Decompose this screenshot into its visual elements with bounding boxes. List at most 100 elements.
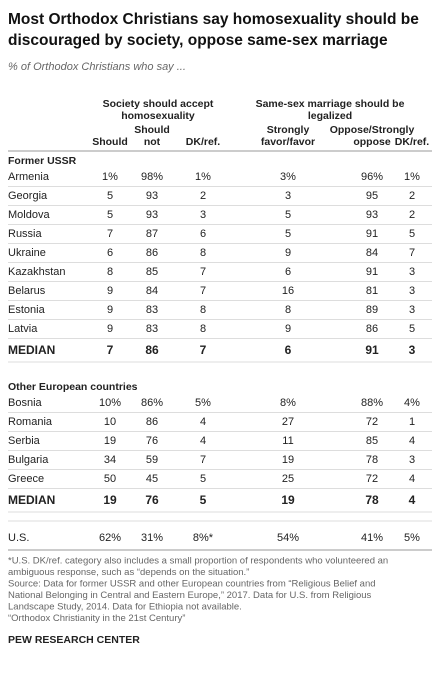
cell: 45	[146, 473, 158, 485]
column-header: Should	[134, 124, 170, 136]
cell: 85	[146, 266, 158, 278]
cell: 50	[104, 473, 116, 485]
cell: 27	[282, 416, 294, 428]
cell: 86	[366, 323, 378, 335]
cell: 72	[366, 416, 378, 428]
cell: 19	[281, 493, 295, 507]
group-title: Other European countries	[8, 381, 138, 393]
row-label: Russia	[8, 228, 43, 240]
cell: 4	[409, 435, 415, 447]
cell: 86%	[141, 397, 163, 409]
cell: 1%	[195, 171, 211, 183]
cell: 4	[200, 416, 206, 428]
cell: 93	[146, 190, 158, 202]
column-header: not	[144, 136, 161, 148]
cell: 5	[285, 228, 291, 240]
cell: 78	[365, 493, 379, 507]
cell: 87	[146, 228, 158, 240]
column-header: Oppose/Strongly	[330, 124, 415, 136]
cell: 5	[285, 209, 291, 221]
column-header: Should	[92, 136, 128, 148]
cell: 7	[200, 285, 206, 297]
cell: 25	[282, 473, 294, 485]
cell: 41%	[361, 532, 383, 544]
cell: 5	[409, 323, 415, 335]
cell: 3	[200, 209, 206, 221]
cell: 1	[409, 416, 415, 428]
cell: 91	[366, 228, 378, 240]
cell: 93	[146, 209, 158, 221]
footnote: National Belonging in Central and Easter…	[8, 590, 372, 601]
cell: 10	[104, 416, 116, 428]
cell: 9	[107, 285, 113, 297]
cell: 91	[366, 266, 378, 278]
column-header: oppose	[353, 136, 390, 148]
cell: 3	[409, 343, 416, 357]
cell: 4	[200, 435, 206, 447]
cell: 62%	[99, 532, 121, 544]
cell: 91	[365, 343, 379, 357]
cell: 4%	[404, 397, 420, 409]
cell: 2	[200, 190, 206, 202]
cell: 76	[146, 435, 158, 447]
cell: 86	[145, 343, 159, 357]
footnote: Landscape Study, 2014. Data for Ethiopia…	[8, 602, 242, 613]
cell: 4	[409, 493, 416, 507]
cell: 95	[366, 190, 378, 202]
cell: 3	[409, 266, 415, 278]
column-group-label: Society should accept	[103, 98, 214, 110]
column-group-label: Same-sex marriage should be	[256, 98, 405, 110]
cell: 9	[107, 323, 113, 335]
cell: 5	[107, 209, 113, 221]
cell: 8%*	[193, 532, 214, 544]
column-header: DK/ref.	[186, 136, 221, 148]
cell: 2	[409, 190, 415, 202]
cell: 7	[200, 454, 206, 466]
cell: 16	[282, 285, 294, 297]
cell: 9	[285, 247, 291, 259]
cell: 93	[366, 209, 378, 221]
column-group-label: legalized	[308, 110, 352, 122]
row-label: Belarus	[8, 285, 46, 297]
cell: 19	[104, 435, 116, 447]
cell: 8	[285, 304, 291, 316]
cell: 9	[107, 304, 113, 316]
cell: 34	[104, 454, 116, 466]
cell: 86	[146, 247, 158, 259]
cell: 86	[146, 416, 158, 428]
cell: 6	[200, 228, 206, 240]
cell: 83	[146, 323, 158, 335]
cell: 7	[200, 343, 207, 357]
cell: 19	[103, 493, 117, 507]
cell: 3%	[280, 171, 296, 183]
column-header: favor/favor	[261, 136, 315, 148]
cell: 81	[366, 285, 378, 297]
row-label: Greece	[8, 473, 44, 485]
cell: 5	[107, 190, 113, 202]
cell: 89	[366, 304, 378, 316]
footnote: Source: Data for former USSR and other E…	[8, 579, 376, 590]
row-label: Romania	[8, 416, 53, 428]
cell: 1%	[404, 171, 420, 183]
cell: 5	[200, 493, 207, 507]
source: PEW RESEARCH CENTER	[8, 634, 140, 646]
cell: 85	[366, 435, 378, 447]
cell: 8%	[280, 397, 296, 409]
cell: 6	[107, 247, 113, 259]
cell: 8	[200, 304, 206, 316]
cell: 7	[200, 266, 206, 278]
cell: 5	[409, 228, 415, 240]
cell: 3	[409, 454, 415, 466]
footnote: “Orthodox Christianity in the 21st Centu…	[8, 613, 185, 624]
subtitle: % of Orthodox Christians who say ...	[8, 61, 186, 73]
title-line: discouraged by society, oppose same-sex …	[8, 32, 388, 49]
cell: 7	[107, 343, 114, 357]
cell: 7	[409, 247, 415, 259]
row-label: Moldova	[8, 209, 50, 221]
title-line: Most Orthodox Christians say homosexuali…	[8, 11, 419, 28]
cell: 8	[200, 323, 206, 335]
cell: 59	[146, 454, 158, 466]
cell: 8	[200, 247, 206, 259]
